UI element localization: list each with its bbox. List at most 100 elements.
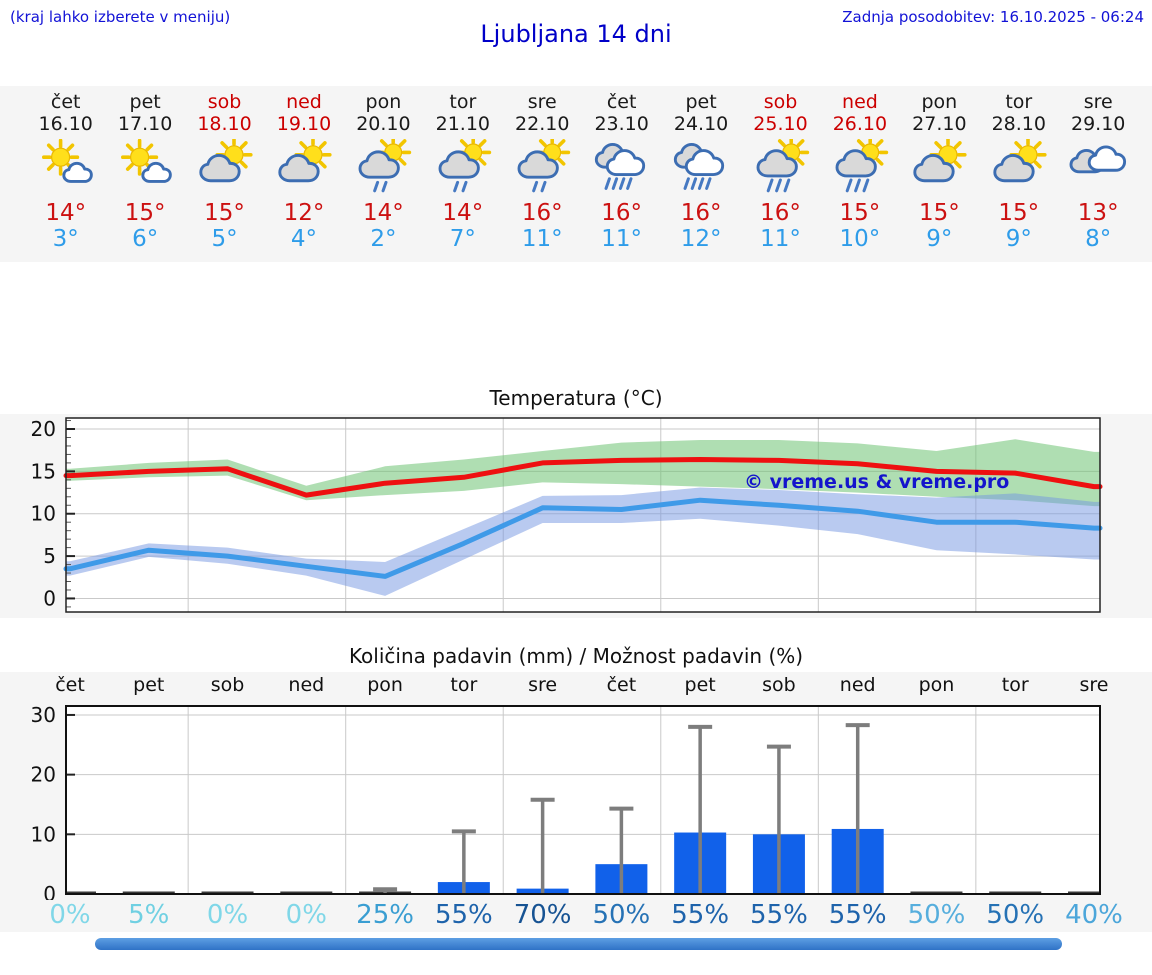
- forecast-day-column: pon 27.10 15° 9°: [900, 86, 979, 262]
- min-temp-line: [63, 497, 1103, 579]
- forecast-day-column: tor 28.10 15° 9°: [979, 86, 1058, 262]
- sun-small-cloud-icon: [121, 139, 172, 183]
- forecast-day-column: tor 21.10 14° 7°: [423, 86, 502, 262]
- precip-day-label: sre: [528, 674, 558, 696]
- forecast-day-column: ned 19.10 12° 4°: [264, 86, 343, 262]
- day-date: 28.10: [991, 113, 1046, 135]
- precip-day-label: pon: [367, 674, 403, 696]
- temperature-chart-svg: 0 5 10 15 20 © vreme.us & vreme.pro: [31, 417, 1103, 613]
- day-name: pet: [685, 91, 717, 113]
- last-update-timestamp: Zadnja posodobitev: 16.10.2025 - 06:24: [842, 8, 1144, 26]
- day-date: 16.10: [38, 113, 93, 135]
- precip-ytick-label: 10: [31, 822, 56, 846]
- min-temperature: 12°: [680, 226, 722, 252]
- weather-icon: [582, 139, 661, 197]
- precip-day-label: ned: [288, 674, 325, 696]
- precipitation-chart: 0 10 20 30: [0, 702, 1152, 900]
- forecast-day-column: sob 25.10 16° 11°: [741, 86, 820, 262]
- weather-icon: [900, 139, 979, 197]
- watermark: © vreme.us & vreme.pro: [744, 471, 1009, 493]
- precip-probability: 55%: [434, 900, 493, 930]
- precip-probability: 40%: [1065, 900, 1123, 930]
- precip-probability: 70%: [513, 900, 572, 930]
- day-date: 23.10: [594, 113, 649, 135]
- max-temperature: 12°: [283, 200, 325, 226]
- page-title: Ljubljana 14 dni: [480, 20, 672, 48]
- location-hint: (kraj lahko izberete v meniju): [10, 8, 231, 26]
- day-name: čet: [50, 91, 81, 113]
- min-temperature: 4°: [290, 226, 318, 252]
- precip-probability: 55%: [750, 900, 808, 930]
- precip-day-label: pet: [684, 674, 716, 696]
- forecast-day-column: sob 18.10 15° 5°: [185, 86, 264, 262]
- precip-probability: 50%: [592, 900, 651, 930]
- day-name: pon: [921, 91, 958, 113]
- max-temp-line: [63, 457, 1103, 498]
- precip-bar-zero: [122, 891, 175, 894]
- precip-probability: 0%: [206, 900, 249, 930]
- forecast-day-column: pet 24.10 16° 12°: [661, 86, 740, 262]
- forecast-day-column: čet 16.10 14° 3°: [26, 86, 105, 262]
- weather-icon: [741, 139, 820, 197]
- sun-glyph: [1009, 139, 1047, 174]
- min-temperature: 2°: [370, 226, 397, 252]
- day-name: čet: [606, 91, 637, 113]
- precip-bar-zero: [910, 891, 963, 894]
- max-temp-band: [66, 439, 1100, 507]
- precip-probability: 55%: [671, 900, 730, 930]
- sun-cloud-light-rain-icon: [438, 139, 492, 193]
- max-temperature: 14°: [45, 200, 87, 226]
- precip-probability: 5%: [128, 900, 170, 930]
- weather-icon: [344, 139, 423, 197]
- precip-day-label: tor: [450, 674, 478, 696]
- sun-cloud-icon: [278, 139, 332, 183]
- precip-day-label: čet: [55, 674, 85, 696]
- precip-bar-zero: [280, 891, 333, 894]
- min-temperature: 5°: [211, 226, 238, 252]
- max-temperature: 14°: [363, 200, 404, 226]
- day-date: 18.10: [197, 113, 252, 135]
- precip-day-label: sob: [210, 674, 245, 696]
- forecast-day-column: sre 29.10 13° 8°: [1058, 86, 1137, 262]
- precipitation-chart-title: Količina padavin (mm) / Možnost padavin …: [348, 644, 804, 668]
- max-temperature: 16°: [760, 200, 801, 226]
- day-date: 21.10: [435, 113, 491, 135]
- precip-probability-row: 0% 5% 0% 0% 25% 55% 70% 50% 55% 55% 55% 50% 50% 40%: [0, 900, 1152, 932]
- precip-bar-zero: [66, 891, 96, 894]
- forecast-day-column: ned 26.10 15° 10°: [820, 86, 899, 262]
- weather-icon: [423, 139, 502, 197]
- precip-day-label: čet: [606, 674, 637, 696]
- horizontal-scrollbar[interactable]: [95, 938, 1062, 950]
- precip-bar-zero: [201, 891, 254, 894]
- precip-day-label: pon: [918, 674, 955, 696]
- temperature-chart-title: Temperatura (°C): [489, 386, 663, 410]
- max-temperature: 16°: [680, 200, 722, 226]
- sun-cloud-icon: [198, 139, 253, 183]
- min-temperature: 11°: [760, 226, 801, 252]
- min-temperature: 3°: [52, 226, 79, 252]
- temp-ytick-label: 20: [31, 417, 56, 441]
- sun-cloud-light-rain-icon: [517, 139, 571, 193]
- forecast-day-column: sre 22.10 16° 11°: [503, 86, 582, 262]
- forecast-day-column: pon 20.10 14° 2°: [344, 86, 423, 262]
- weather-icon: [503, 139, 582, 197]
- precip-probability: 0%: [49, 900, 91, 930]
- min-temperature: 8°: [1085, 226, 1112, 252]
- day-date: 17.10: [117, 113, 173, 135]
- day-name: sob: [763, 91, 798, 113]
- day-name: sre: [1083, 91, 1113, 113]
- precip-day-label: sre: [1079, 674, 1109, 696]
- sun-cloud-light-rain-icon: [358, 139, 412, 193]
- day-date: 25.10: [753, 113, 808, 135]
- min-temperature: 10°: [839, 226, 881, 252]
- weather-icon: [661, 139, 740, 197]
- day-name: ned: [286, 91, 322, 113]
- min-temperature: 11°: [521, 226, 563, 252]
- min-temperature: 7°: [449, 226, 476, 252]
- weather-icon: [264, 139, 343, 197]
- forecast-strip: čet 16.10 14° 3° pet 17.10 15° 6° sob 18…: [0, 86, 1152, 262]
- day-date: 19.10: [276, 113, 332, 135]
- temp-ytick-label: 0: [43, 586, 56, 610]
- temperature-chart: 0 5 10 15 20 © vreme.us & vreme.pro: [0, 414, 1152, 618]
